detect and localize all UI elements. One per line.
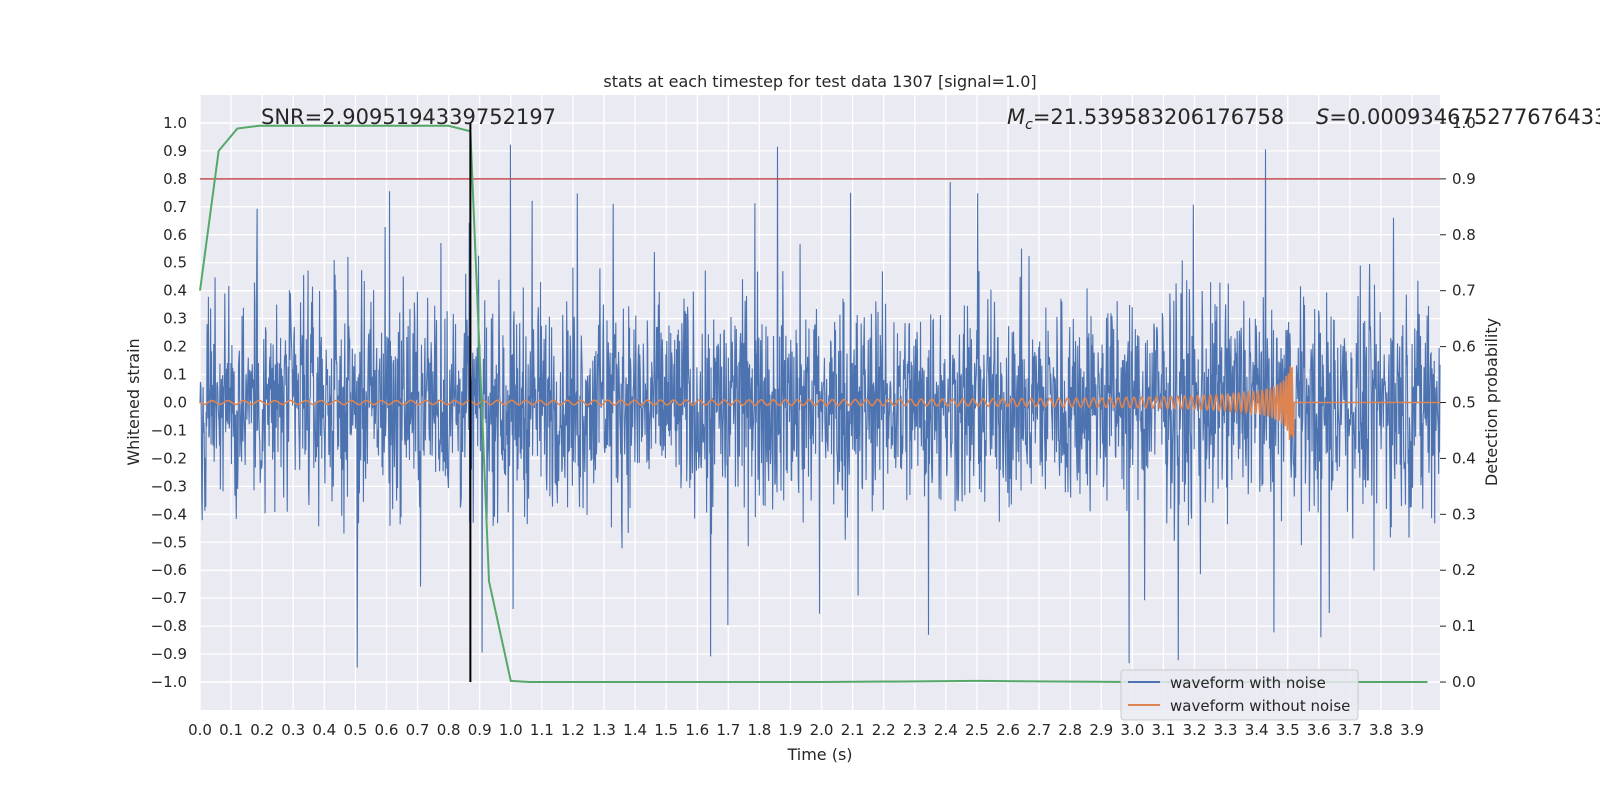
- y-tick-label: −0.9: [151, 645, 187, 663]
- x-tick-label: 3.7: [1338, 721, 1362, 739]
- y-tick-label: 0.2: [163, 338, 187, 356]
- x-tick-label: 0.1: [219, 721, 243, 739]
- y2-axis-label: Detection probability: [1482, 318, 1501, 486]
- x-tick-label: 3.4: [1245, 721, 1269, 739]
- y2-tick-label: 0.2: [1452, 561, 1476, 579]
- y2-tick-label: 0.5: [1452, 394, 1476, 412]
- x-tick-label: 3.5: [1276, 721, 1300, 739]
- series-marks: [199, 122, 1441, 684]
- y2-tick-label: 0.3: [1452, 505, 1476, 523]
- legend-box: [1120, 669, 1359, 721]
- y-tick-label: 0.1: [163, 366, 187, 384]
- y2-tick-label: 0.7: [1452, 282, 1476, 300]
- y2-tick-label: 0.8: [1452, 226, 1476, 244]
- x-tick-label: 1.9: [779, 721, 803, 739]
- y-tick-label: 0.8: [163, 170, 187, 188]
- y-tick-label: −1.0: [151, 673, 187, 691]
- y-tick-labels: 1.0 0.9 0.8 0.7 0.6 0.5 0.4 0.3 0.2 0.1 0.0 −0.1 −0.…: [151, 114, 187, 691]
- x-tick-label: 0.5: [343, 721, 367, 739]
- x-tick-label: 1.6: [685, 721, 709, 739]
- x-tick-label: 0.0: [188, 721, 212, 739]
- y-tick-label: −0.1: [151, 421, 187, 439]
- y2-tick-label: 0.4: [1452, 449, 1476, 467]
- x-tick-label: 2.7: [1027, 721, 1051, 739]
- y-tick-label: −0.3: [151, 477, 187, 495]
- y-tick-label: −0.7: [151, 589, 187, 607]
- y-tick-label: 0.7: [163, 198, 187, 216]
- y-axis-label: Whitened strain: [124, 338, 143, 465]
- x-tick-label: 0.3: [281, 721, 305, 739]
- x-tick-label: 0.7: [406, 721, 430, 739]
- x-axis-label: Time (s): [786, 745, 852, 764]
- x-tick-label: 0.4: [312, 721, 336, 739]
- snr-annotation: SNR=2.9095194339752197: [261, 105, 556, 129]
- x-tick-label: 3.6: [1307, 721, 1331, 739]
- x-tick-label: 2.8: [1058, 721, 1082, 739]
- y2-tick-labels: 1.0 0.9 0.8 0.7 0.6 0.5 0.4 0.3 0.2 0.1 0.0: [1440, 114, 1476, 691]
- x-tick-label: 3.2: [1183, 721, 1207, 739]
- chirp-mass-annotation: Mc=21.539583206176758: [1007, 105, 1284, 133]
- x-tick-label: 1.2: [561, 721, 585, 739]
- x-tick-label: 1.0: [499, 721, 523, 739]
- x-tick-label: 2.2: [872, 721, 896, 739]
- x-tick-label: 2.1: [841, 721, 865, 739]
- x-tick-label: 0.8: [437, 721, 461, 739]
- y2-tick-label: 0.1: [1452, 617, 1476, 635]
- y-tick-label: 0.0: [163, 394, 187, 412]
- y-tick-label: −0.4: [151, 505, 187, 523]
- y-tick-label: 1.0: [163, 114, 187, 132]
- x-tick-label: 2.9: [1089, 721, 1113, 739]
- x-tick-label: 3.0: [1120, 721, 1144, 739]
- x-tick-label: 1.7: [716, 721, 740, 739]
- x-tick-label: 0.9: [468, 721, 492, 739]
- x-tick-label: 2.3: [903, 721, 927, 739]
- x-tick-label: 3.1: [1151, 721, 1175, 739]
- x-tick-label: 1.5: [654, 721, 678, 739]
- y-tick-label: −0.8: [151, 617, 187, 635]
- y-tick-label: −0.5: [151, 533, 187, 551]
- y-tick-label: −0.6: [151, 561, 187, 579]
- y2-tick-label: 0.9: [1452, 170, 1476, 188]
- y2-tick-label: 0.6: [1452, 338, 1476, 356]
- y-tick-label: 0.6: [163, 226, 187, 244]
- legend-label-noise: waveform with noise: [1170, 674, 1326, 692]
- x-tick-label: 3.8: [1369, 721, 1393, 739]
- legend-label-clean: waveform without noise: [1170, 697, 1350, 715]
- x-tick-label: 1.3: [592, 721, 616, 739]
- y-tick-label: 0.5: [163, 254, 187, 272]
- s-annotation: S=0.000934675277676433: [1316, 105, 1600, 129]
- x-tick-label: 3.3: [1214, 721, 1238, 739]
- y-tick-label: 0.9: [163, 142, 187, 160]
- x-tick-label: 2.6: [996, 721, 1020, 739]
- series-waveform-with-noise: [199, 144, 1441, 668]
- x-tick-label: 2.5: [965, 721, 989, 739]
- y-tick-label: 0.3: [163, 310, 187, 328]
- y-tick-label: −0.2: [151, 449, 187, 467]
- series-waveform-without-noise: [199, 366, 1440, 441]
- y-tick-label: 0.4: [163, 282, 187, 300]
- chart-title: stats at each timestep for test data 130…: [603, 72, 1036, 91]
- series-detection-probability: [199, 124, 1428, 684]
- x-tick-labels: 0.0 0.1 0.2 0.3 0.4 0.5 0.6 0.7 0.8 0.9 1.0 1.1 1.2 1…: [188, 721, 1424, 739]
- x-tick-label: 0.2: [250, 721, 274, 739]
- x-tick-label: 2.4: [934, 721, 958, 739]
- x-tick-label: 1.1: [530, 721, 554, 739]
- x-tick-label: 3.9: [1400, 721, 1424, 739]
- y2-tick-label: 1.0: [1452, 114, 1476, 132]
- x-tick-label: 1.8: [747, 721, 771, 739]
- x-tick-label: 1.4: [623, 721, 647, 739]
- x-tick-label: 2.0: [810, 721, 834, 739]
- x-tick-label: 0.6: [375, 721, 399, 739]
- y2-tick-label: 0.0: [1452, 673, 1476, 691]
- legend: waveform with noise waveform without noi…: [1120, 669, 1359, 721]
